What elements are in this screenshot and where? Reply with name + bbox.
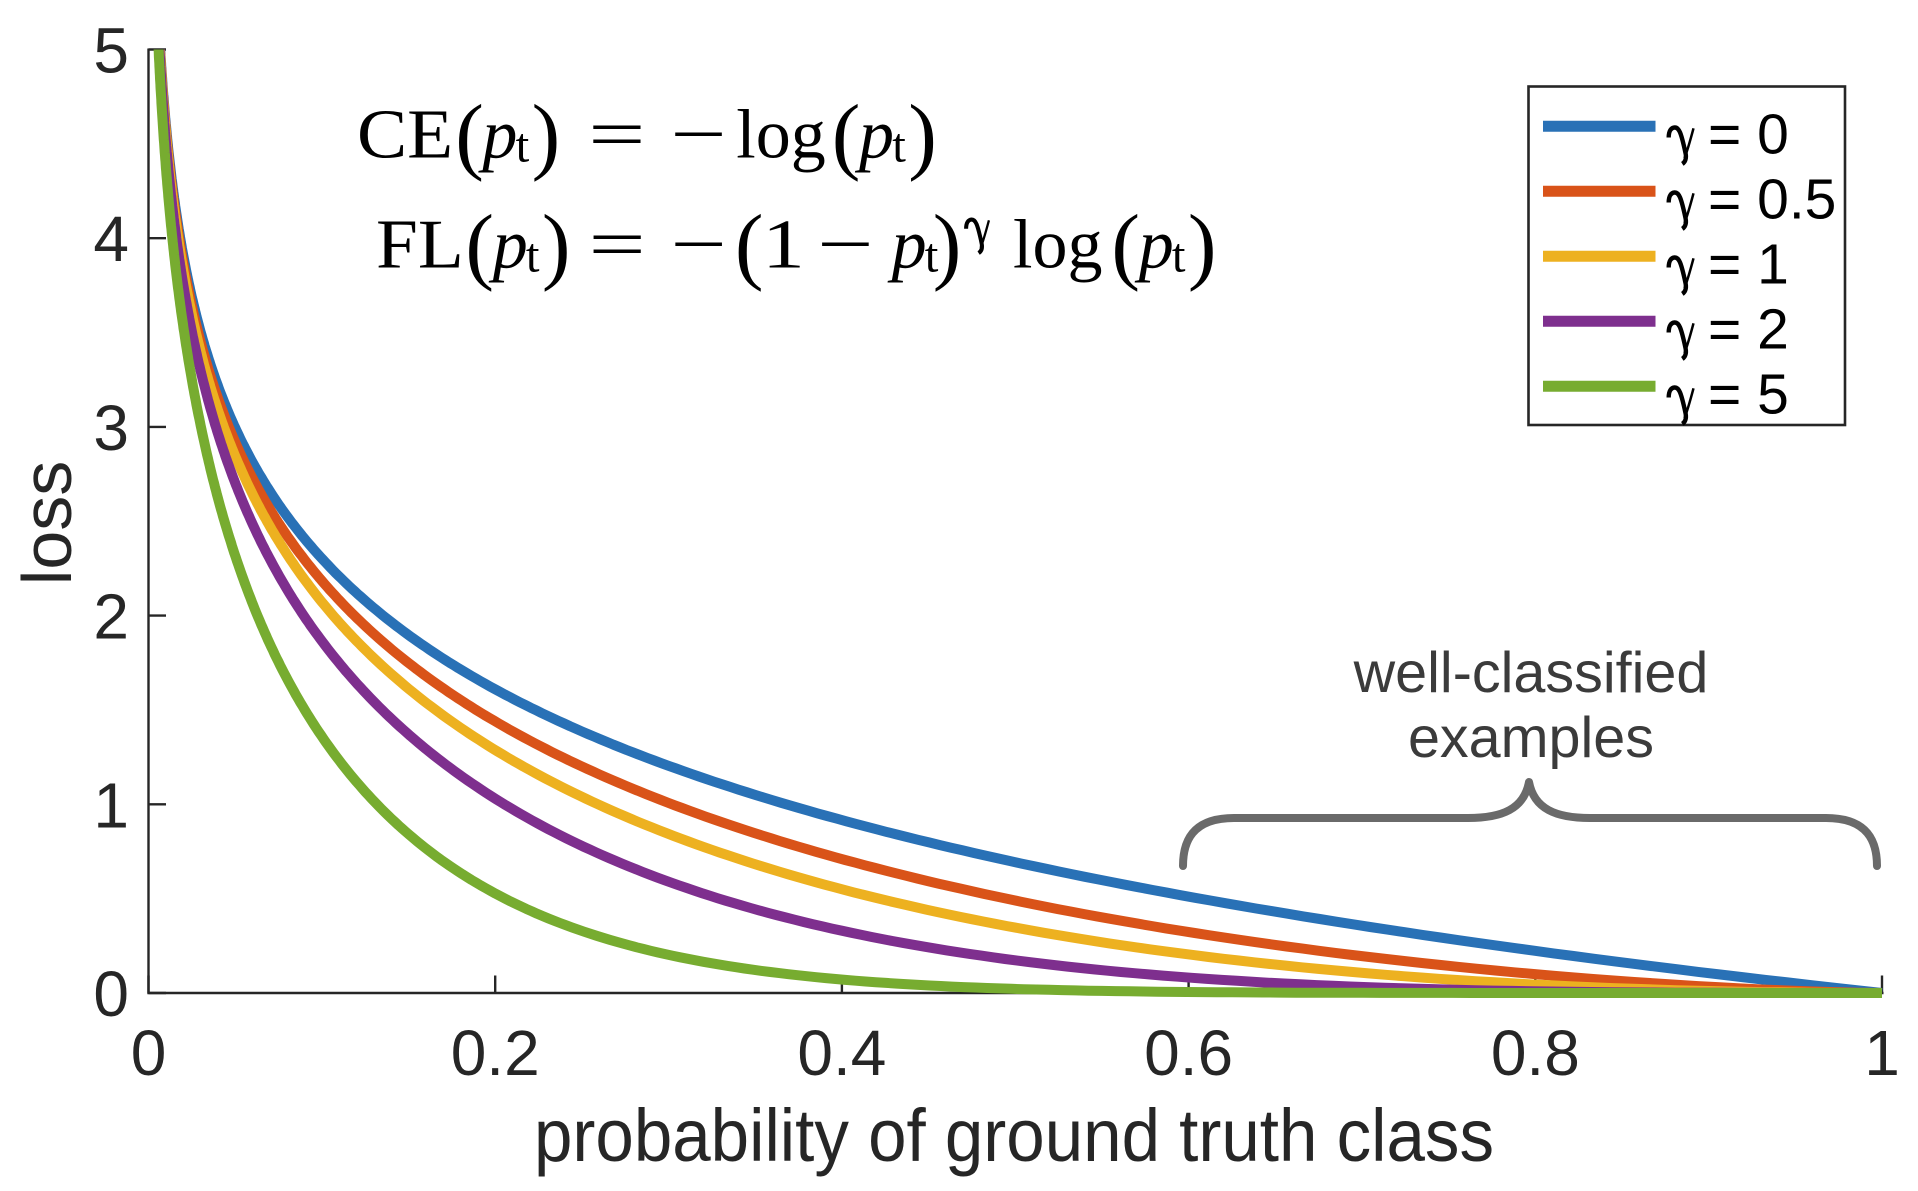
svg-text:(: ( — [832, 87, 861, 183]
svg-text:2: 2 — [93, 581, 129, 653]
svg-text:): ) — [908, 87, 937, 183]
svg-text:): ) — [532, 87, 561, 183]
svg-text:FL: FL — [376, 205, 464, 283]
svg-text:(: ( — [465, 197, 494, 293]
svg-text:t: t — [516, 118, 530, 173]
svg-text:t: t — [1172, 228, 1186, 283]
svg-text:=: = — [588, 95, 645, 173]
svg-text:): ) — [1188, 197, 1217, 293]
svg-text:well-classified: well-classified — [1353, 641, 1709, 705]
svg-text:= 0.5: = 0.5 — [1708, 168, 1836, 232]
svg-text:t: t — [892, 118, 906, 173]
svg-text:0.4: 0.4 — [797, 1017, 886, 1089]
svg-text:p: p — [887, 207, 927, 284]
svg-text:log: log — [736, 97, 825, 174]
svg-text:loss: loss — [8, 461, 86, 585]
svg-text:1: 1 — [1864, 1017, 1900, 1089]
svg-text:= 0: = 0 — [1708, 103, 1789, 167]
svg-text:p: p — [488, 207, 528, 284]
svg-text:−: − — [817, 205, 873, 283]
svg-text:p: p — [854, 97, 894, 174]
svg-text:3: 3 — [93, 392, 129, 464]
svg-text:4: 4 — [93, 203, 129, 275]
svg-text:−: − — [670, 95, 726, 173]
svg-text:1: 1 — [93, 769, 129, 841]
svg-text:= 1: = 1 — [1708, 233, 1789, 297]
svg-text:probability of ground truth cl: probability of ground truth class — [534, 1094, 1494, 1177]
svg-text:=: = — [589, 205, 646, 283]
svg-text:1: 1 — [762, 205, 805, 283]
svg-text:(: ( — [1111, 197, 1140, 293]
svg-text:t: t — [526, 228, 540, 283]
svg-text:= 5: = 5 — [1708, 363, 1789, 427]
svg-text:p: p — [1134, 207, 1174, 284]
svg-text:): ) — [933, 197, 962, 293]
svg-text:5: 5 — [93, 15, 129, 87]
svg-text:(: ( — [735, 197, 764, 293]
svg-text:(: ( — [455, 87, 484, 183]
svg-text:t: t — [925, 228, 939, 283]
svg-text:0: 0 — [93, 958, 129, 1030]
svg-text:= 2: = 2 — [1708, 298, 1789, 362]
svg-text:−: − — [670, 205, 726, 283]
svg-text:log: log — [1013, 207, 1102, 284]
svg-text:0: 0 — [131, 1017, 167, 1089]
svg-text:examples: examples — [1408, 706, 1654, 770]
svg-text:): ) — [542, 197, 571, 293]
svg-text:p: p — [477, 97, 517, 174]
svg-text:CE: CE — [357, 95, 453, 173]
svg-text:0.2: 0.2 — [451, 1017, 540, 1089]
svg-text:0.8: 0.8 — [1491, 1017, 1580, 1089]
svg-text:0.6: 0.6 — [1144, 1017, 1233, 1089]
